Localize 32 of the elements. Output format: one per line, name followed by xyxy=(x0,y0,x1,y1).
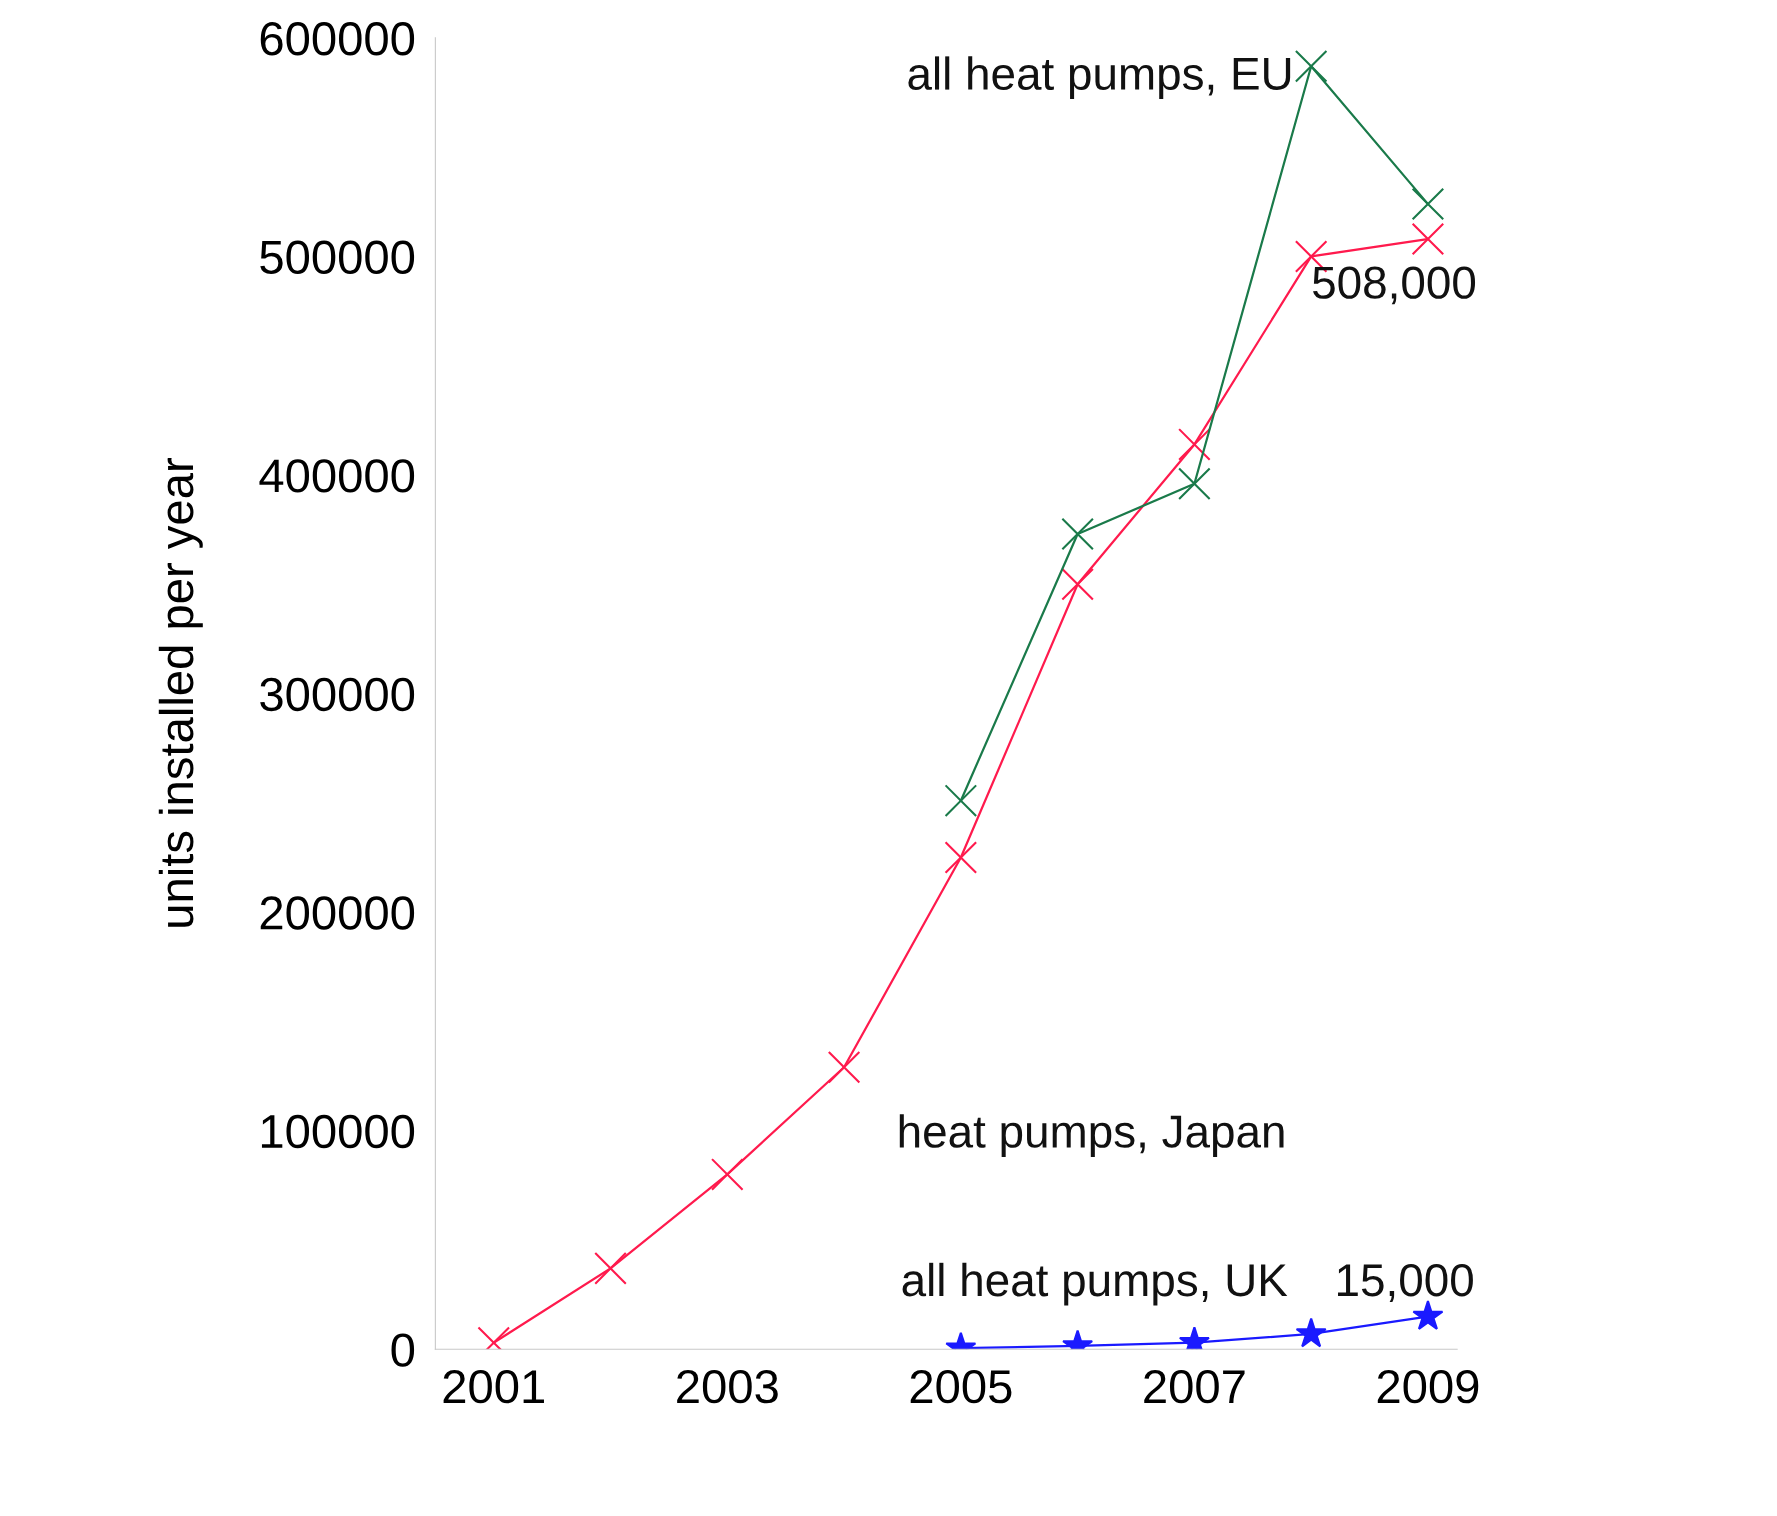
point xyxy=(1295,1317,1327,1348)
point xyxy=(944,841,978,874)
point xyxy=(1178,467,1211,501)
point xyxy=(1061,517,1094,551)
point xyxy=(1061,567,1094,601)
point xyxy=(594,1252,627,1285)
point xyxy=(1411,187,1445,221)
y-tick-label: 400000 xyxy=(259,459,415,493)
y-tick-label: 300000 xyxy=(260,677,415,712)
y-tick-label: 200000 xyxy=(260,896,415,930)
y-tick-label: 600000 xyxy=(260,22,415,56)
x-tick-label: 2003 xyxy=(677,1369,778,1404)
y-tick-label: 0 xyxy=(391,1333,415,1367)
x-tick-label: 2009 xyxy=(1377,1369,1479,1404)
series-label: all heat pumps, EU xyxy=(908,56,1291,100)
point xyxy=(1294,49,1328,83)
point xyxy=(710,1158,744,1191)
point xyxy=(944,784,978,817)
y-axis-title: units installed per year xyxy=(158,458,203,927)
y-tick-label: 500000 xyxy=(260,240,415,275)
data-label: 15,000 xyxy=(1338,1264,1473,1302)
y-tick-label: 100000 xyxy=(261,1114,415,1149)
data-label: 508,000 xyxy=(1313,266,1476,305)
point xyxy=(827,1050,861,1084)
series-label: all heat pumps, UK xyxy=(902,1262,1288,1306)
point xyxy=(1178,428,1211,461)
x-tick-label: 2001 xyxy=(443,1369,544,1404)
point xyxy=(1411,222,1445,256)
x-tick-label: 2007 xyxy=(1144,1369,1245,1404)
x-tick-label: 2005 xyxy=(910,1369,1012,1404)
point xyxy=(1412,1300,1444,1330)
series-label: heat pumps, Japan xyxy=(899,1114,1284,1157)
